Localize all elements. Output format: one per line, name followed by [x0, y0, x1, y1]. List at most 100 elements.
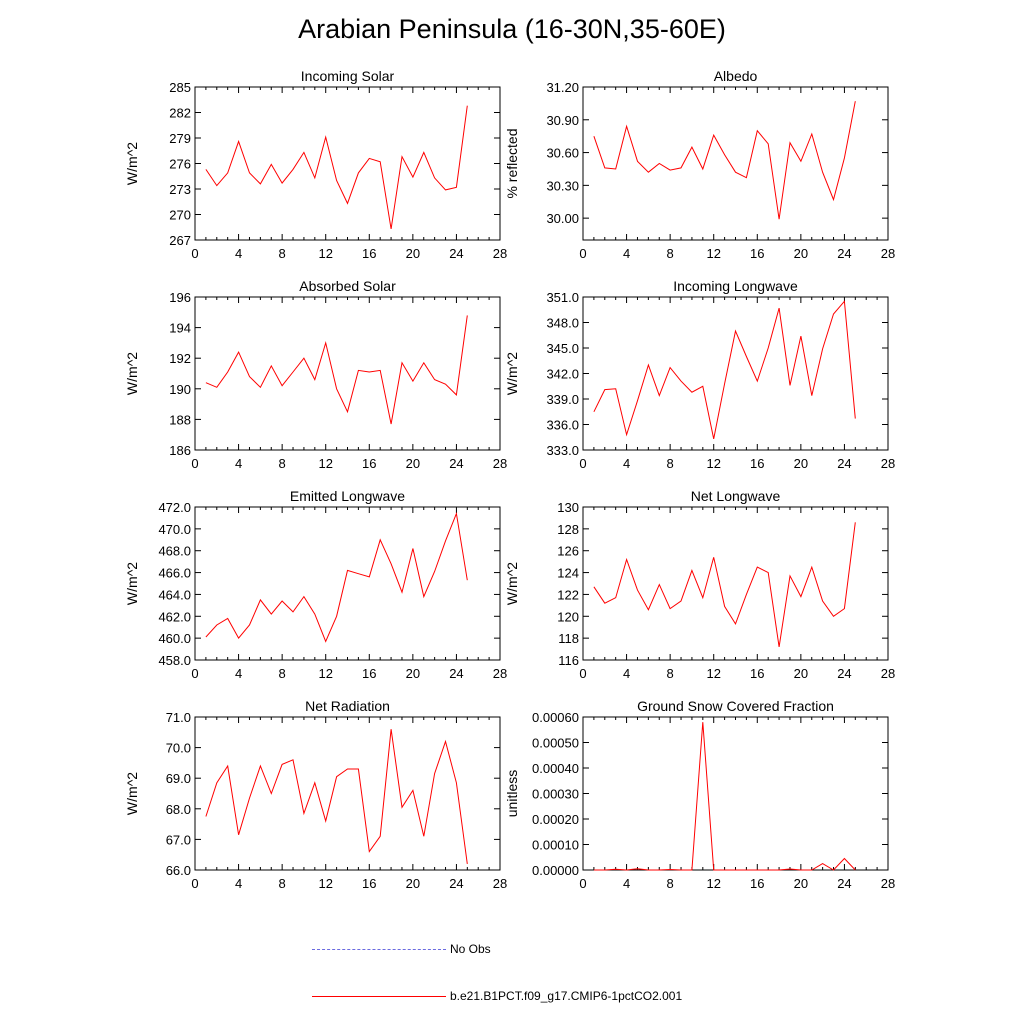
y-tick-label: 67.0	[166, 832, 191, 847]
x-tick-label: 28	[881, 666, 895, 681]
y-tick-label: 276	[169, 157, 191, 172]
y-tick-label: 120	[557, 609, 579, 624]
y-tick-label: 468.0	[158, 544, 191, 559]
y-axis-label: W/m^2	[124, 142, 140, 185]
series-line	[593, 522, 856, 647]
x-tick-label: 24	[837, 246, 851, 261]
y-tick-label: 30.00	[546, 211, 579, 226]
x-tick-label: 16	[362, 456, 376, 471]
x-tick-label: 16	[750, 246, 764, 261]
legend-label-obs: No Obs	[450, 942, 491, 956]
panel-title: Net Radiation	[305, 698, 390, 714]
y-tick-label: 0.00010	[532, 838, 579, 853]
y-tick-label: 116	[558, 653, 579, 668]
x-tick-label: 0	[579, 456, 586, 471]
y-tick-label: 71.0	[166, 710, 191, 725]
x-tick-label: 28	[493, 246, 507, 261]
y-tick-label: 270	[169, 208, 191, 223]
y-tick-label: 342.0	[546, 367, 579, 382]
x-tick-label: 20	[794, 246, 808, 261]
y-tick-label: 70.0	[166, 741, 191, 756]
y-tick-label: 458.0	[158, 653, 191, 668]
x-tick-label: 20	[794, 666, 808, 681]
y-tick-label: 0.00040	[532, 761, 579, 776]
x-tick-label: 20	[406, 876, 420, 891]
x-tick-label: 16	[362, 666, 376, 681]
y-tick-label: 196	[169, 290, 191, 305]
x-tick-label: 28	[493, 876, 507, 891]
plot-frame	[194, 86, 501, 241]
panel-title: Absorbed Solar	[299, 278, 396, 294]
y-tick-label: 118	[558, 631, 579, 646]
x-tick-label: 24	[837, 456, 851, 471]
x-tick-label: 28	[493, 666, 507, 681]
plot-frame	[194, 506, 501, 661]
legend-swatch-model	[312, 995, 446, 997]
x-tick-label: 20	[794, 876, 808, 891]
x-tick-label: 8	[667, 876, 674, 891]
x-tick-label: 16	[362, 876, 376, 891]
y-tick-label: 351.0	[546, 290, 579, 305]
plot-frame	[582, 86, 889, 241]
y-tick-label: 267	[169, 233, 191, 248]
y-axis-label: W/m^2	[124, 352, 140, 395]
series-line	[593, 101, 856, 220]
y-tick-label: 69.0	[166, 771, 191, 786]
panel-title: Emitted Longwave	[290, 488, 405, 504]
y-tick-label: 282	[169, 106, 191, 121]
y-tick-label: 339.0	[546, 392, 579, 407]
y-tick-label: 0.00020	[532, 812, 579, 827]
x-tick-label: 20	[406, 666, 420, 681]
x-tick-label: 16	[362, 246, 376, 261]
y-tick-label: 30.30	[546, 178, 579, 193]
y-tick-label: 460.0	[158, 631, 191, 646]
legend-item-obs: No Obs	[312, 942, 491, 956]
y-tick-label: 30.60	[546, 146, 579, 161]
x-tick-label: 4	[235, 666, 242, 681]
y-tick-label: 333.0	[546, 443, 579, 458]
panel-title: Net Longwave	[691, 488, 781, 504]
y-tick-label: 192	[169, 351, 191, 366]
x-tick-label: 24	[449, 666, 463, 681]
plot-frame	[194, 716, 501, 871]
x-tick-label: 24	[449, 246, 463, 261]
x-tick-label: 24	[837, 876, 851, 891]
y-axis-label: W/m^2	[504, 562, 520, 605]
x-tick-label: 28	[881, 246, 895, 261]
y-axis-label: W/m^2	[124, 562, 140, 605]
x-tick-label: 8	[667, 666, 674, 681]
plot-frame	[582, 506, 889, 661]
y-tick-label: 285	[169, 80, 191, 95]
x-tick-label: 4	[235, 456, 242, 471]
x-tick-label: 12	[706, 246, 720, 261]
y-tick-label: 194	[169, 321, 191, 336]
y-tick-label: 279	[169, 131, 191, 146]
y-tick-label: 0.00050	[532, 736, 579, 751]
series-line	[593, 722, 856, 871]
y-tick-label: 0.00060	[532, 710, 579, 725]
y-tick-label: 122	[557, 587, 579, 602]
y-tick-label: 30.90	[546, 113, 579, 128]
y-tick-label: 186	[169, 443, 191, 458]
x-tick-label: 0	[191, 456, 198, 471]
y-tick-label: 0.00030	[532, 787, 579, 802]
x-tick-label: 24	[449, 456, 463, 471]
x-tick-label: 8	[279, 876, 286, 891]
y-tick-label: 462.0	[158, 609, 191, 624]
x-tick-label: 4	[623, 456, 630, 471]
x-tick-label: 8	[279, 456, 286, 471]
y-axis-label: W/m^2	[124, 772, 140, 815]
x-tick-label: 4	[623, 876, 630, 891]
x-tick-label: 24	[837, 666, 851, 681]
legend-label-model: b.e21.B1PCT.f09_g17.CMIP6-1pctCO2.001	[450, 989, 683, 1003]
y-axis-label: % reflected	[504, 128, 520, 198]
y-tick-label: 273	[169, 182, 191, 197]
y-tick-label: 0.00000	[532, 863, 579, 878]
x-tick-label: 12	[706, 456, 720, 471]
x-tick-label: 0	[579, 666, 586, 681]
x-tick-label: 12	[318, 246, 332, 261]
y-tick-label: 130	[557, 500, 579, 515]
plot-frame	[582, 716, 889, 871]
x-tick-label: 0	[191, 246, 198, 261]
